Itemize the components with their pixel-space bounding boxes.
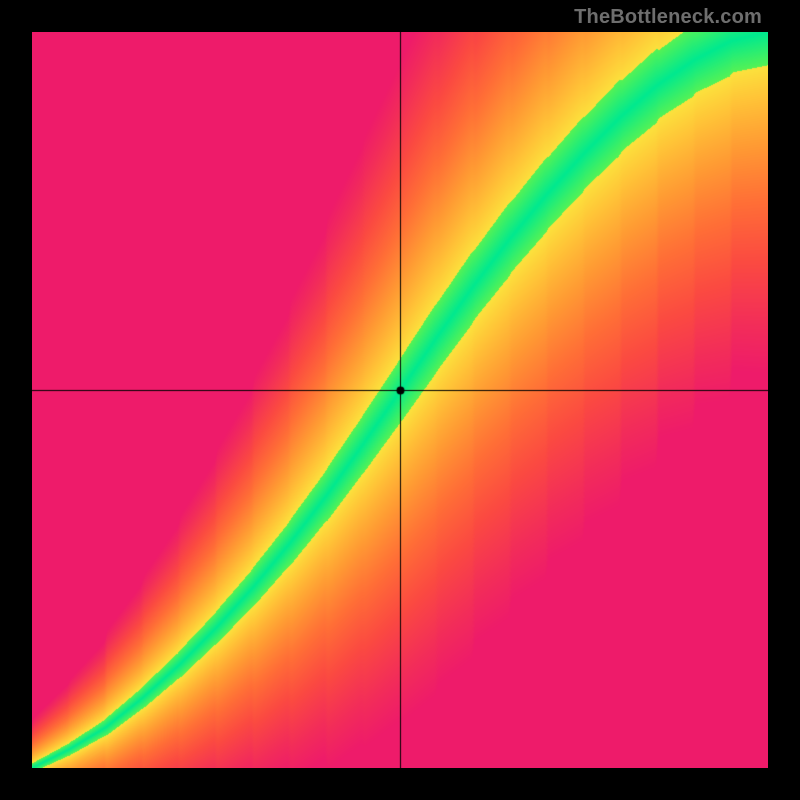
chart-container: TheBottleneck.com — [0, 0, 800, 800]
watermark-text: TheBottleneck.com — [574, 6, 762, 29]
heatmap-canvas — [32, 32, 768, 768]
